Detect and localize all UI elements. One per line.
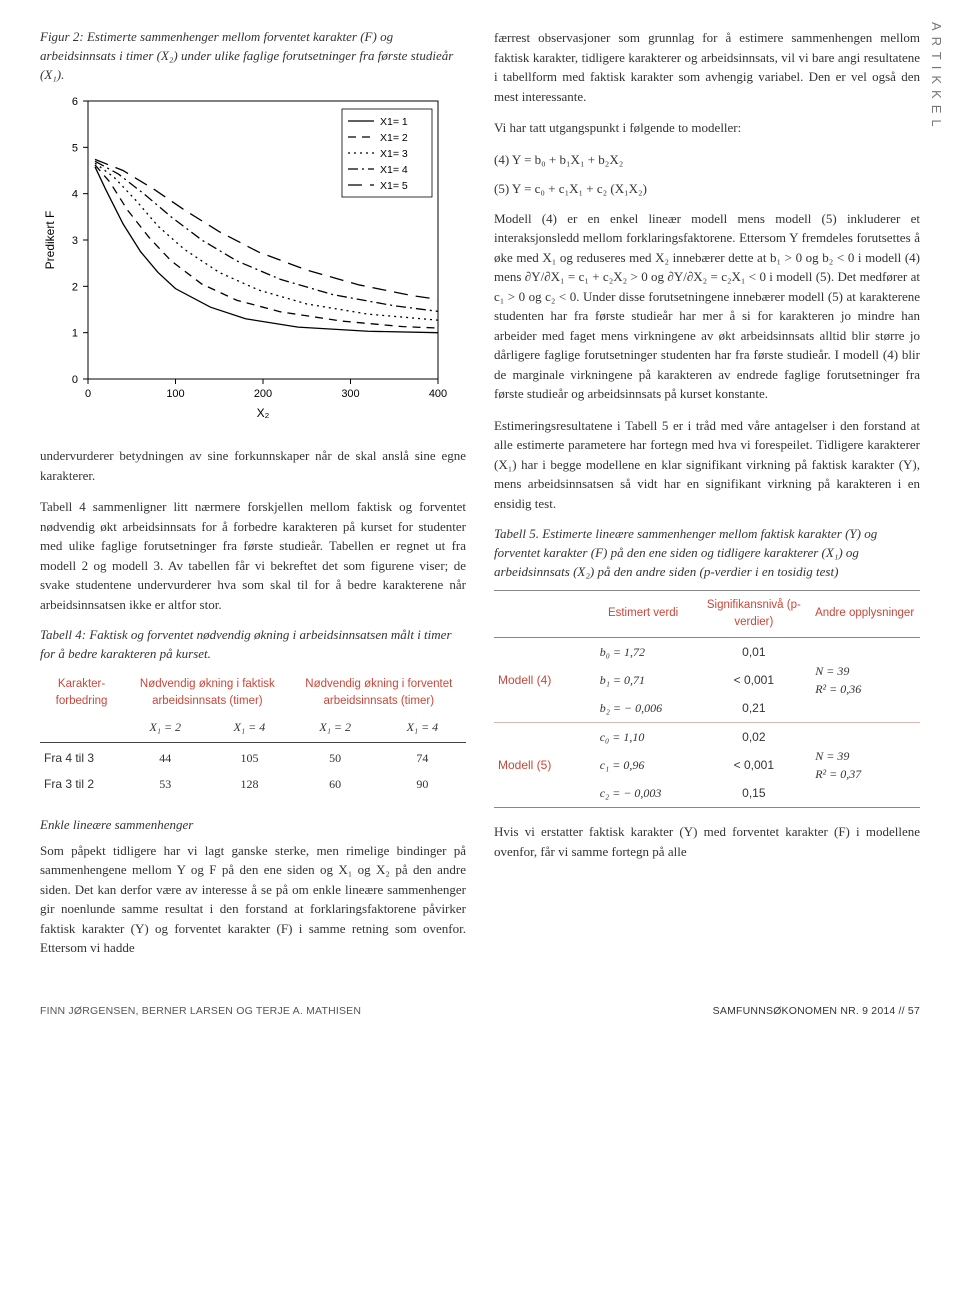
svg-text:5: 5 [72, 142, 78, 154]
t4-h1: Nødvendig økning i faktisk arbeidsinnsat… [123, 672, 291, 715]
extras-cell: N = 39R² = 0,37 [809, 723, 920, 808]
right-p2: Vi har tatt utgangspunkt i følgende to m… [494, 118, 920, 138]
svg-text:X1= 5: X1= 5 [380, 180, 408, 192]
equation-4: (4) Y = b₀ + b₁X₁ + b₂X₂ [494, 150, 920, 170]
svg-text:X₂: X₂ [257, 406, 270, 420]
right-p1: færrest observasjoner som grunnlag for å… [494, 28, 920, 106]
table-cell: 105 [207, 743, 291, 772]
t5-h1: Estimert verdi [588, 590, 699, 638]
t4-h2: Nødvendig økning i forventet arbeidsinns… [292, 672, 466, 715]
svg-text:3: 3 [72, 235, 78, 247]
t4-sh2: X₁ = 2 [292, 714, 379, 743]
t5-h2: Signifikansnivå (p-verdier) [698, 590, 809, 638]
table5-caption: Tabell 5. Estimerte lineære sammenhenger… [494, 525, 920, 582]
pvalue-cell: 0,02 [698, 723, 809, 752]
right-p5: Hvis vi erstatter faktisk karakter (Y) m… [494, 822, 920, 861]
pvalue-cell: < 0,001 [698, 666, 809, 694]
right-p4: Estimeringsresultatene i Tabell 5 er i t… [494, 416, 920, 514]
t4-sh3: X₁ = 4 [379, 714, 466, 743]
svg-text:0: 0 [72, 374, 78, 386]
page-columns: Figur 2: Estimerte sammenhenger mellom f… [40, 28, 920, 970]
table-cell: 60 [292, 771, 379, 797]
coef-cell: b₂ = − 0,006 [588, 694, 699, 723]
svg-text:X1= 3: X1= 3 [380, 148, 408, 160]
left-p3: Som påpekt tidligere har vi lagt ganske … [40, 841, 466, 958]
coef-cell: b₀ = 1,72 [588, 638, 699, 667]
table4: Karakter-forbedring Nødvendig økning i f… [40, 672, 466, 798]
left-column: Figur 2: Estimerte sammenhenger mellom f… [40, 28, 466, 970]
pvalue-cell: 0,21 [698, 694, 809, 723]
subhead-linear: Enkle lineære sammenhenger [40, 815, 466, 835]
svg-text:1: 1 [72, 327, 78, 339]
t4-sh0: X₁ = 2 [123, 714, 207, 743]
model-label: Modell (4) [494, 638, 588, 723]
svg-text:X1= 4: X1= 4 [380, 164, 408, 176]
table-row-label: Fra 4 til 3 [40, 743, 123, 772]
svg-text:200: 200 [254, 388, 272, 400]
coef-cell: c₀ = 1,10 [588, 723, 699, 752]
svg-text:0: 0 [85, 388, 91, 400]
svg-text:2: 2 [72, 281, 78, 293]
coef-cell: b₁ = 0,71 [588, 666, 699, 694]
coef-cell: c₂ = − 0,003 [588, 779, 699, 808]
pvalue-cell: 0,01 [698, 638, 809, 667]
t5-h0 [494, 590, 588, 638]
svg-text:400: 400 [429, 388, 447, 400]
svg-text:X1= 1: X1= 1 [380, 116, 408, 128]
svg-text:100: 100 [166, 388, 184, 400]
page-footer: FINN JØRGENSEN, BERNER LARSEN OG TERJE A… [40, 1004, 920, 1020]
svg-text:300: 300 [341, 388, 359, 400]
coef-cell: c₁ = 0,96 [588, 751, 699, 779]
table-cell: 90 [379, 771, 466, 797]
svg-text:Predikert F: Predikert F [43, 210, 57, 269]
table5: Estimert verdi Signifikansnivå (p-verdie… [494, 590, 920, 809]
sidebar-label: ARTIKKEL [927, 22, 947, 133]
figure2-caption: Figur 2: Estimerte sammenhenger mellom f… [40, 28, 466, 85]
footer-left: FINN JØRGENSEN, BERNER LARSEN OG TERJE A… [40, 1004, 361, 1020]
left-p1: undervurderer betydningen av sine forkun… [40, 446, 466, 485]
model-label: Modell (5) [494, 723, 588, 808]
left-p2: Tabell 4 sammenligner litt nærmere forsk… [40, 497, 466, 614]
extras-cell: N = 39R² = 0,36 [809, 638, 920, 723]
svg-text:6: 6 [72, 96, 78, 108]
pvalue-cell: < 0,001 [698, 751, 809, 779]
table-cell: 44 [123, 743, 207, 772]
svg-text:4: 4 [72, 188, 78, 200]
table-cell: 74 [379, 743, 466, 772]
table-cell: 128 [207, 771, 291, 797]
table-cell: 50 [292, 743, 379, 772]
figure2-svg: 0 100 200 300 400 X₂ 0 1 2 3 4 5 6 Predikert F X1= 1 X1… [40, 93, 450, 423]
t5-h3: Andre opplysninger [809, 590, 920, 638]
svg-text:X1= 2: X1= 2 [380, 132, 408, 144]
figure2-chart: 0 100 200 300 400 X₂ 0 1 2 3 4 5 6 Predikert F X1= 1 X1… [40, 93, 466, 429]
t4-h0: Karakter-forbedring [40, 672, 123, 715]
pvalue-cell: 0,15 [698, 779, 809, 808]
table-row-label: Fra 3 til 2 [40, 771, 123, 797]
t4-sh1: X₁ = 4 [207, 714, 291, 743]
right-column: færrest observasjoner som grunnlag for å… [494, 28, 920, 970]
table4-caption: Tabell 4: Faktisk og forventet nødvendig… [40, 626, 466, 664]
table-cell: 53 [123, 771, 207, 797]
footer-right: SAMFUNNSØKONOMEN NR. 9 2014 // 57 [713, 1004, 920, 1020]
equation-5: (5) Y = c₀ + c₁X₁ + c₂ (X₁X₂) [494, 179, 920, 199]
right-p3: Modell (4) er en enkel lineær modell men… [494, 209, 920, 404]
